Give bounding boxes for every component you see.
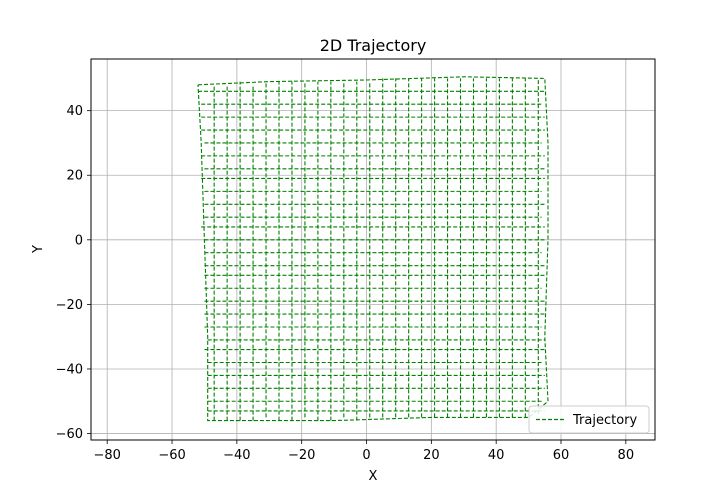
x-tick-label: 0 [362,448,370,463]
x-tick-label: −20 [288,448,315,463]
x-tick-label: 80 [618,448,635,463]
plot-frame [90,58,656,441]
x-tick-label: −60 [158,448,185,463]
legend: Trajectory [528,405,650,434]
axis-ticks: −80 −60 −40 −20 0 20 40 60 80 −60 −40 −20 0 20 40 [56,104,635,463]
y-axis-label: Y [31,245,46,254]
x-tick-label: −40 [223,448,250,463]
y-tick-label: 20 [66,169,83,184]
y-tick-label: −60 [56,427,83,442]
trajectory-series [197,76,549,422]
legend-label: Trajectory [572,413,637,428]
x-tick-label: −80 [93,448,120,463]
x-tick-label: 60 [553,448,570,463]
y-tick-label: −20 [56,298,83,313]
grid-lines [91,59,655,440]
y-tick-label: 0 [75,233,83,248]
y-tick-label: −40 [56,362,83,377]
legend-box [528,405,650,434]
x-tick-label: 20 [423,448,440,463]
x-axis-label: X [369,469,378,484]
chart-title: 2D Trajectory [320,36,427,55]
x-tick-label: 40 [488,448,505,463]
y-tick-label: 40 [66,104,83,119]
